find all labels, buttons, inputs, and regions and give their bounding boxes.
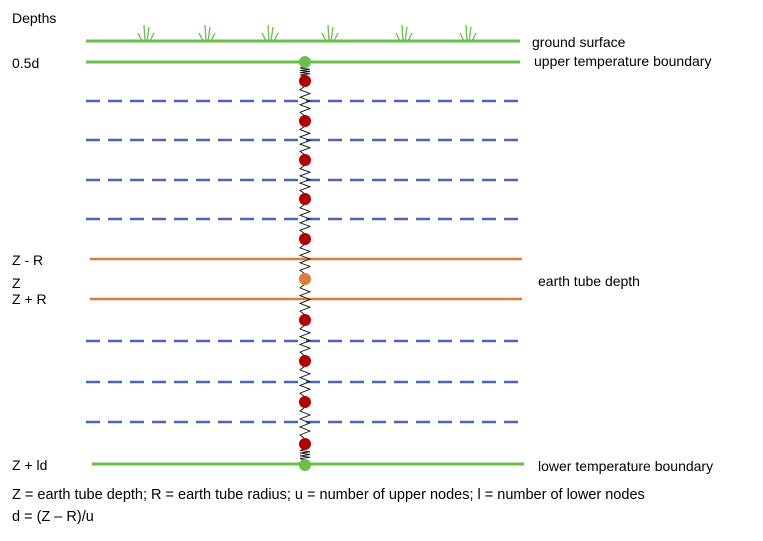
- spring-resistor-icon: [298, 85, 312, 117]
- soil-node: [299, 115, 311, 127]
- spring-resistor-icon: [298, 164, 312, 195]
- soil-node: [299, 438, 311, 450]
- spring-resistor-icon: [299, 448, 311, 461]
- soil-node: [299, 193, 311, 205]
- depth-label-bottom: Z + ld: [12, 457, 48, 473]
- grass-tuft-icon: [395, 24, 413, 42]
- soil-node: [299, 355, 311, 367]
- lower-boundary-label: lower temperature boundary: [538, 458, 714, 474]
- upper-boundary-label: upper temperature boundary: [534, 53, 712, 69]
- depth-label-top: 0.5d: [12, 55, 40, 71]
- lower-boundary-node: [299, 459, 311, 471]
- caption-formula: d = (Z – R)/u: [12, 509, 94, 525]
- spring-resistor-icon: [298, 365, 312, 398]
- grass-tuft-icon: [459, 24, 477, 42]
- earth-tube-node: [299, 273, 311, 285]
- depths-header: Depths: [12, 10, 57, 26]
- grass-tuft-icon: [198, 24, 216, 42]
- depth-label-z: Z: [12, 275, 21, 291]
- depth-label-z-minus-r: Z - R: [12, 252, 44, 268]
- spring-resistor-icon: [298, 324, 312, 357]
- caption-definitions: Z = earth tube depth; R = earth tube rad…: [12, 487, 645, 503]
- grass-tuft-icon: [321, 24, 339, 42]
- upper-boundary-node: [299, 56, 311, 68]
- spring-resistor-icon: [298, 203, 312, 235]
- spring-resistor-icon: [298, 243, 312, 275]
- soil-node: [299, 233, 311, 245]
- depth-label-z-plus-r: Z + R: [12, 291, 47, 307]
- earth-tube-depth-label: earth tube depth: [538, 273, 640, 289]
- spring-resistor-icon: [299, 66, 311, 77]
- soil-node: [299, 154, 311, 166]
- ground-surface-label: ground surface: [532, 34, 626, 50]
- soil-node: [299, 396, 311, 408]
- grass-tuft-icon: [261, 24, 279, 42]
- soil-node: [299, 75, 311, 87]
- soil-node: [299, 314, 311, 326]
- spring-resistor-icon: [298, 125, 312, 156]
- spring-resistor-icon: [298, 283, 312, 316]
- spring-resistor-icon: [298, 406, 312, 440]
- grass-tuft-icon: [137, 24, 155, 42]
